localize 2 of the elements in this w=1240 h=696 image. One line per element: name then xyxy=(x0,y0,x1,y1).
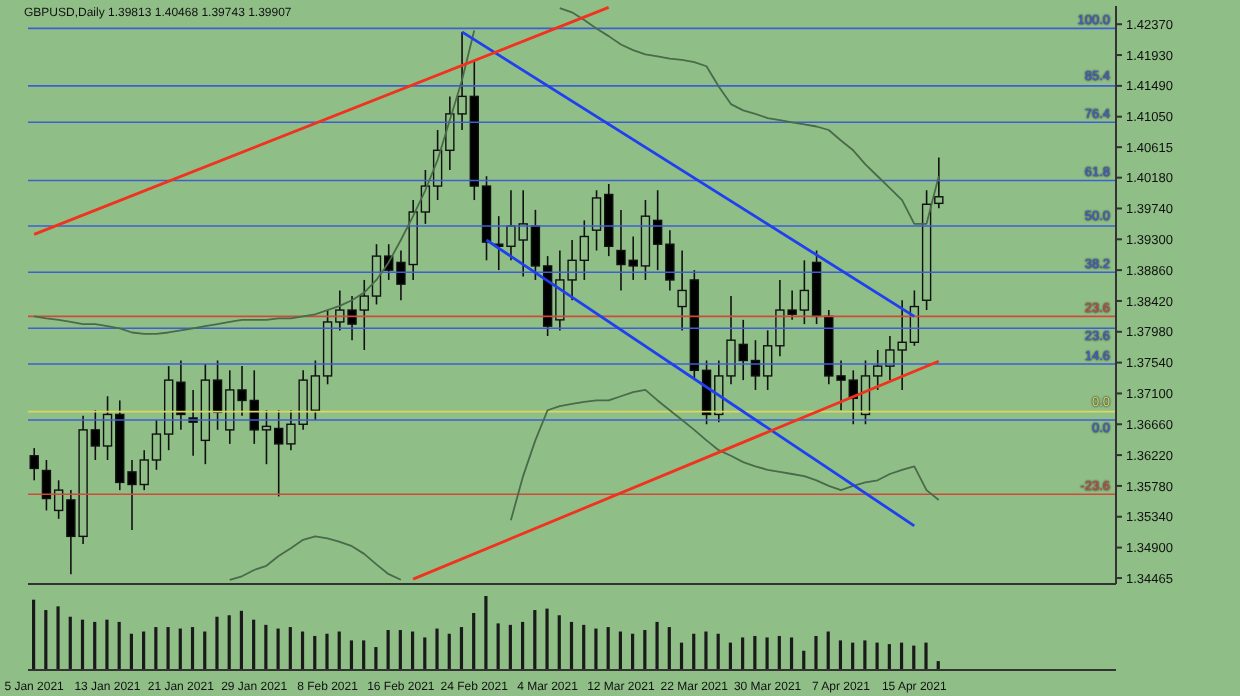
candlestick xyxy=(29,447,39,482)
candlestick xyxy=(934,156,944,210)
